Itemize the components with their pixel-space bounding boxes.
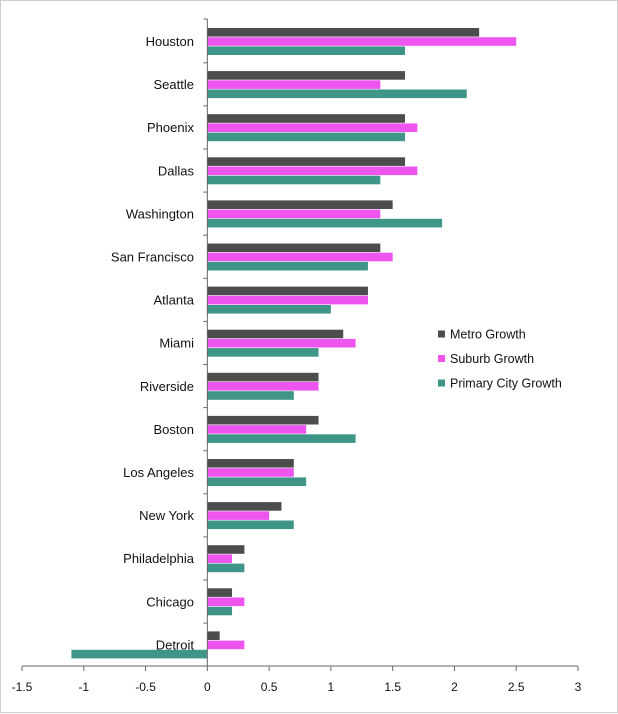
category-label-washington: Washington [126,206,194,221]
category-label-seattle: Seattle [154,77,194,92]
bar-houston-suburb-growth [207,37,517,46]
bar-miami-suburb-growth [207,338,356,348]
bar-atlanta-suburb-growth [207,295,368,305]
category-label-riverside: Riverside [140,379,194,394]
bar-detroit-suburb-growth [207,640,245,650]
bar-riverside-metro-growth [207,372,319,382]
bar-boston-metro-growth [207,415,319,425]
category-label-detroit: Detroit [156,637,195,652]
legend-label-primary-city-growth: Primary City Growth [450,377,562,391]
bar-washington-metro-growth [207,200,393,209]
bar-phoenix-primary-city-growth [207,132,406,142]
labels-layer: Houston Seattle Phoenix Dallas Washington San… [12,34,582,694]
bar-san-francisco-suburb-growth [207,252,393,262]
x-tick-label: -0.5 [135,680,156,694]
bar-chicago-suburb-growth [207,597,245,607]
category-label-boston: Boston [154,422,194,437]
category-label-new-york: New York [139,508,194,523]
category-label-philadelphia: Philadelphia [123,551,195,566]
bar-boston-suburb-growth [207,425,307,434]
bar-new-york-metro-growth [207,502,282,511]
bar-new-york-primary-city-growth [207,520,294,530]
bars-layer [71,28,517,659]
x-tick-label: 3 [575,680,582,694]
x-tick-label: 1 [328,680,335,694]
bar-chicago-primary-city-growth [207,606,233,616]
bar-new-york-suburb-growth [207,511,270,520]
bar-houston-primary-city-growth [207,46,406,55]
x-tick-label: 0 [204,680,211,694]
bar-washington-primary-city-growth [207,218,443,228]
bar-los-angeles-primary-city-growth [207,477,307,486]
bar-los-angeles-metro-growth [207,459,294,468]
bar-phoenix-suburb-growth [207,123,418,132]
bar-atlanta-metro-growth [207,286,368,296]
bar-houston-metro-growth [207,28,480,37]
bar-detroit-primary-city-growth [71,649,208,659]
x-tick-label: 2.5 [508,680,525,694]
bar-detroit-metro-growth [207,631,220,640]
category-label-san-francisco: San Francisco [111,250,194,265]
bar-dallas-suburb-growth [207,166,418,176]
bar-miami-metro-growth [207,329,344,339]
bar-riverside-suburb-growth [207,382,319,391]
bar-chicago-metro-growth [207,588,233,597]
legend-label-suburb-growth: Suburb Growth [450,352,534,366]
bar-riverside-primary-city-growth [207,391,294,400]
category-label-phoenix: Phoenix [147,120,194,135]
legend-label-metro-growth: Metro Growth [450,328,526,342]
axes-layer [21,18,579,671]
bar-san-francisco-primary-city-growth [207,261,368,271]
bar-philadelphia-primary-city-growth [207,563,245,573]
bar-philadelphia-suburb-growth [207,554,233,563]
category-label-miami: Miami [159,336,194,351]
x-tick-label: 2 [451,680,458,694]
bar-phoenix-metro-growth [207,114,406,123]
bar-los-angeles-suburb-growth [207,468,294,477]
bar-boston-primary-city-growth [207,434,356,443]
bar-dallas-primary-city-growth [207,175,381,185]
legend: Metro Growth Suburb Growth Primary City Gr… [438,328,562,391]
legend-swatch-primary-city-growth [438,379,445,387]
category-label-los-angeles: Los Angeles [123,465,194,480]
bar-san-francisco-metro-growth [207,243,381,253]
bar-seattle-primary-city-growth [207,89,467,99]
x-tick-label: -1.5 [12,680,33,694]
bar-miami-primary-city-growth [207,348,319,357]
bar-washington-suburb-growth [207,209,381,219]
bar-philadelphia-metro-growth [207,545,245,554]
bar-atlanta-primary-city-growth [207,305,331,314]
legend-swatch-suburb-growth [438,355,445,362]
x-tick-label: 1.5 [384,680,401,694]
legend-swatch-metro-growth [438,330,445,338]
category-label-chicago: Chicago [146,594,194,609]
category-label-houston: Houston [146,34,194,49]
x-tick-label: -1 [78,680,89,694]
bar-seattle-suburb-growth [207,80,381,89]
x-tick-label: 0.5 [261,680,278,694]
bar-seattle-metro-growth [207,71,406,80]
category-label-dallas: Dallas [158,163,195,178]
bar-dallas-metro-growth [207,157,406,166]
category-label-atlanta: Atlanta [154,293,195,308]
